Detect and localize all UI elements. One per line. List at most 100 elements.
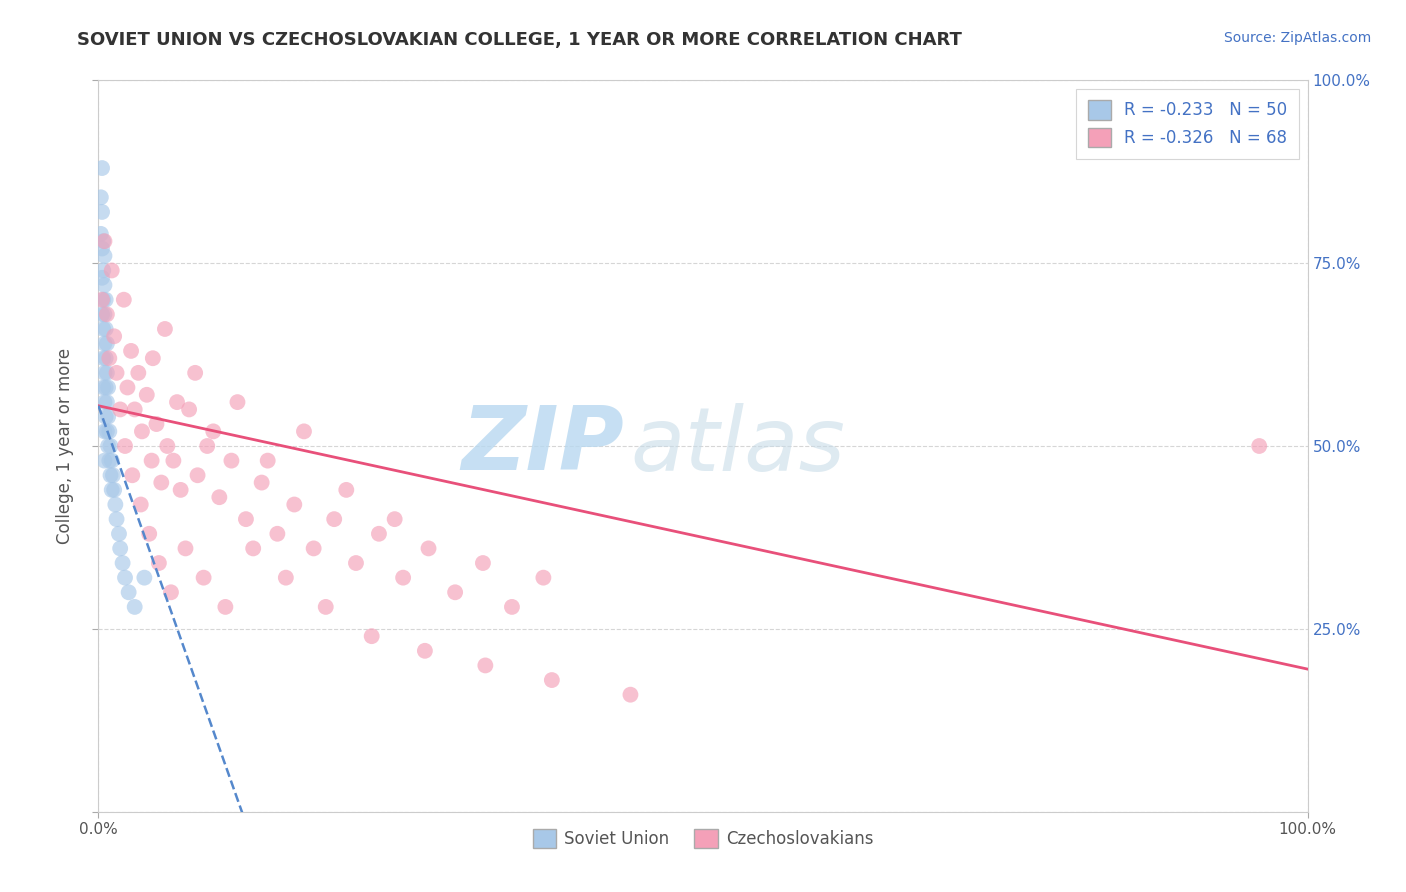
Text: atlas: atlas	[630, 403, 845, 489]
Point	[91, 351, 114, 366]
Point	[91, 380, 114, 394]
Point	[93, 366, 115, 380]
Point	[96, 307, 118, 321]
Point	[98, 425, 121, 439]
Point	[242, 541, 264, 556]
Point	[114, 439, 136, 453]
Point	[127, 366, 149, 380]
Point	[150, 475, 173, 490]
Point	[335, 483, 357, 497]
Point	[138, 526, 160, 541]
Point	[142, 351, 165, 366]
Point	[121, 468, 143, 483]
Point	[315, 599, 337, 614]
Point	[135, 388, 157, 402]
Point	[114, 571, 136, 585]
Point	[91, 322, 114, 336]
Point	[256, 453, 278, 467]
Point	[90, 190, 112, 204]
Point	[100, 439, 122, 453]
Point	[98, 351, 121, 366]
Point	[103, 329, 125, 343]
Point	[91, 205, 114, 219]
Point	[91, 307, 114, 321]
Point	[474, 658, 496, 673]
Point	[162, 453, 184, 467]
Point	[392, 571, 415, 585]
Point	[208, 490, 231, 504]
Point	[91, 293, 114, 307]
Point	[117, 380, 139, 394]
Point	[193, 571, 215, 585]
Point	[94, 380, 117, 394]
Point	[368, 526, 391, 541]
Point	[94, 409, 117, 424]
Point	[100, 263, 122, 277]
Point	[97, 439, 120, 453]
Point	[166, 395, 188, 409]
Point	[97, 380, 120, 394]
Point	[94, 322, 117, 336]
Text: ZIP: ZIP	[461, 402, 624, 490]
Point	[418, 541, 440, 556]
Point	[93, 249, 115, 263]
Point	[96, 366, 118, 380]
Point	[94, 351, 117, 366]
Point	[93, 453, 115, 467]
Point	[221, 453, 243, 467]
Point	[101, 468, 124, 483]
Point	[266, 526, 288, 541]
Point	[274, 571, 297, 585]
Point	[100, 468, 122, 483]
Point	[413, 644, 436, 658]
Point	[93, 425, 115, 439]
Point	[531, 571, 554, 585]
Point	[124, 402, 146, 417]
Point	[1249, 439, 1271, 453]
Point	[91, 234, 114, 248]
Point	[174, 541, 197, 556]
Point	[108, 402, 131, 417]
Point	[202, 425, 225, 439]
Point	[179, 402, 201, 417]
Point	[91, 242, 114, 256]
Point	[148, 556, 170, 570]
Point	[153, 322, 176, 336]
Point	[97, 409, 120, 424]
Point	[344, 556, 367, 570]
Point	[94, 293, 117, 307]
Point	[93, 336, 115, 351]
Point	[292, 425, 315, 439]
Point	[104, 498, 127, 512]
Point	[91, 263, 114, 277]
Point	[129, 498, 152, 512]
Point	[100, 453, 122, 467]
Point	[160, 585, 183, 599]
Point	[105, 366, 128, 380]
Point	[93, 278, 115, 293]
Point	[96, 336, 118, 351]
Point	[98, 453, 121, 467]
Point	[118, 585, 141, 599]
Point	[90, 227, 112, 241]
Point	[93, 395, 115, 409]
Point	[96, 425, 118, 439]
Point	[93, 234, 115, 248]
Point	[156, 439, 179, 453]
Point	[141, 453, 163, 467]
Point	[105, 512, 128, 526]
Point	[100, 483, 122, 497]
Point	[384, 512, 406, 526]
Point	[103, 483, 125, 497]
Point	[96, 395, 118, 409]
Point	[540, 673, 562, 687]
Point	[93, 307, 115, 321]
Text: Source: ZipAtlas.com: Source: ZipAtlas.com	[1223, 31, 1371, 45]
Point	[134, 571, 156, 585]
Point	[108, 541, 131, 556]
Point	[112, 293, 135, 307]
Point	[120, 343, 142, 358]
Point	[169, 483, 191, 497]
Point	[145, 417, 167, 431]
Point	[91, 161, 114, 175]
